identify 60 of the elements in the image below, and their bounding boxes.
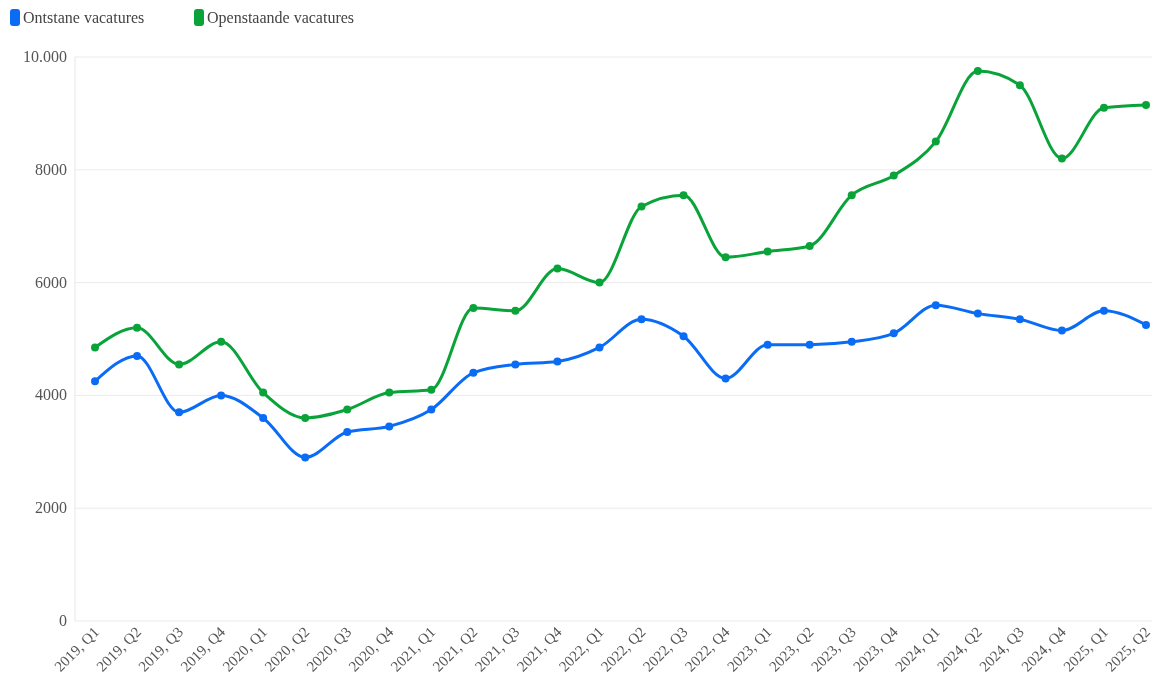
point (343, 405, 352, 414)
point (931, 301, 940, 310)
point (1057, 326, 1066, 335)
point (1057, 154, 1066, 163)
y-tick-label: 8000 (35, 160, 67, 178)
point (301, 413, 310, 422)
point (595, 278, 604, 287)
point (553, 264, 562, 273)
point (469, 303, 478, 312)
point (721, 253, 730, 262)
point (301, 453, 310, 462)
point (553, 357, 562, 366)
legend-label: Ontstane vacatures (23, 9, 145, 26)
point (259, 388, 268, 397)
point (847, 191, 856, 200)
point (637, 315, 646, 324)
point (847, 337, 856, 346)
y-tick-label: 10.000 (23, 48, 67, 65)
legend-label: Openstaande vacatures (207, 9, 355, 27)
point (175, 360, 184, 369)
point (217, 391, 226, 400)
point (91, 377, 99, 386)
y-tick-label: 4000 (35, 386, 67, 404)
point (973, 309, 982, 318)
point (637, 202, 646, 211)
point (931, 137, 940, 146)
point (1015, 81, 1024, 90)
point (385, 422, 394, 431)
point (1142, 320, 1150, 329)
point (343, 428, 352, 437)
point (763, 247, 772, 256)
point (1015, 315, 1024, 324)
point (805, 241, 814, 250)
point (385, 388, 394, 397)
point (259, 413, 268, 422)
point (1099, 103, 1108, 112)
point (595, 343, 604, 352)
point (679, 191, 688, 200)
point (511, 306, 520, 315)
point (91, 343, 99, 352)
point (133, 351, 142, 360)
point (973, 67, 982, 76)
y-tick-label: 2000 (35, 499, 67, 517)
point (217, 337, 226, 346)
point (1142, 100, 1150, 109)
point (889, 329, 898, 338)
point (805, 340, 814, 349)
point (763, 340, 772, 349)
point (133, 323, 142, 332)
point (427, 385, 436, 394)
y-tick-label: 0 (59, 612, 67, 629)
point (469, 368, 478, 377)
point (721, 374, 730, 383)
point (175, 408, 184, 417)
point (427, 405, 436, 414)
point (1099, 306, 1108, 315)
point (889, 171, 898, 180)
point (679, 332, 688, 341)
point (511, 360, 520, 369)
y-tick-label: 6000 (35, 273, 67, 291)
